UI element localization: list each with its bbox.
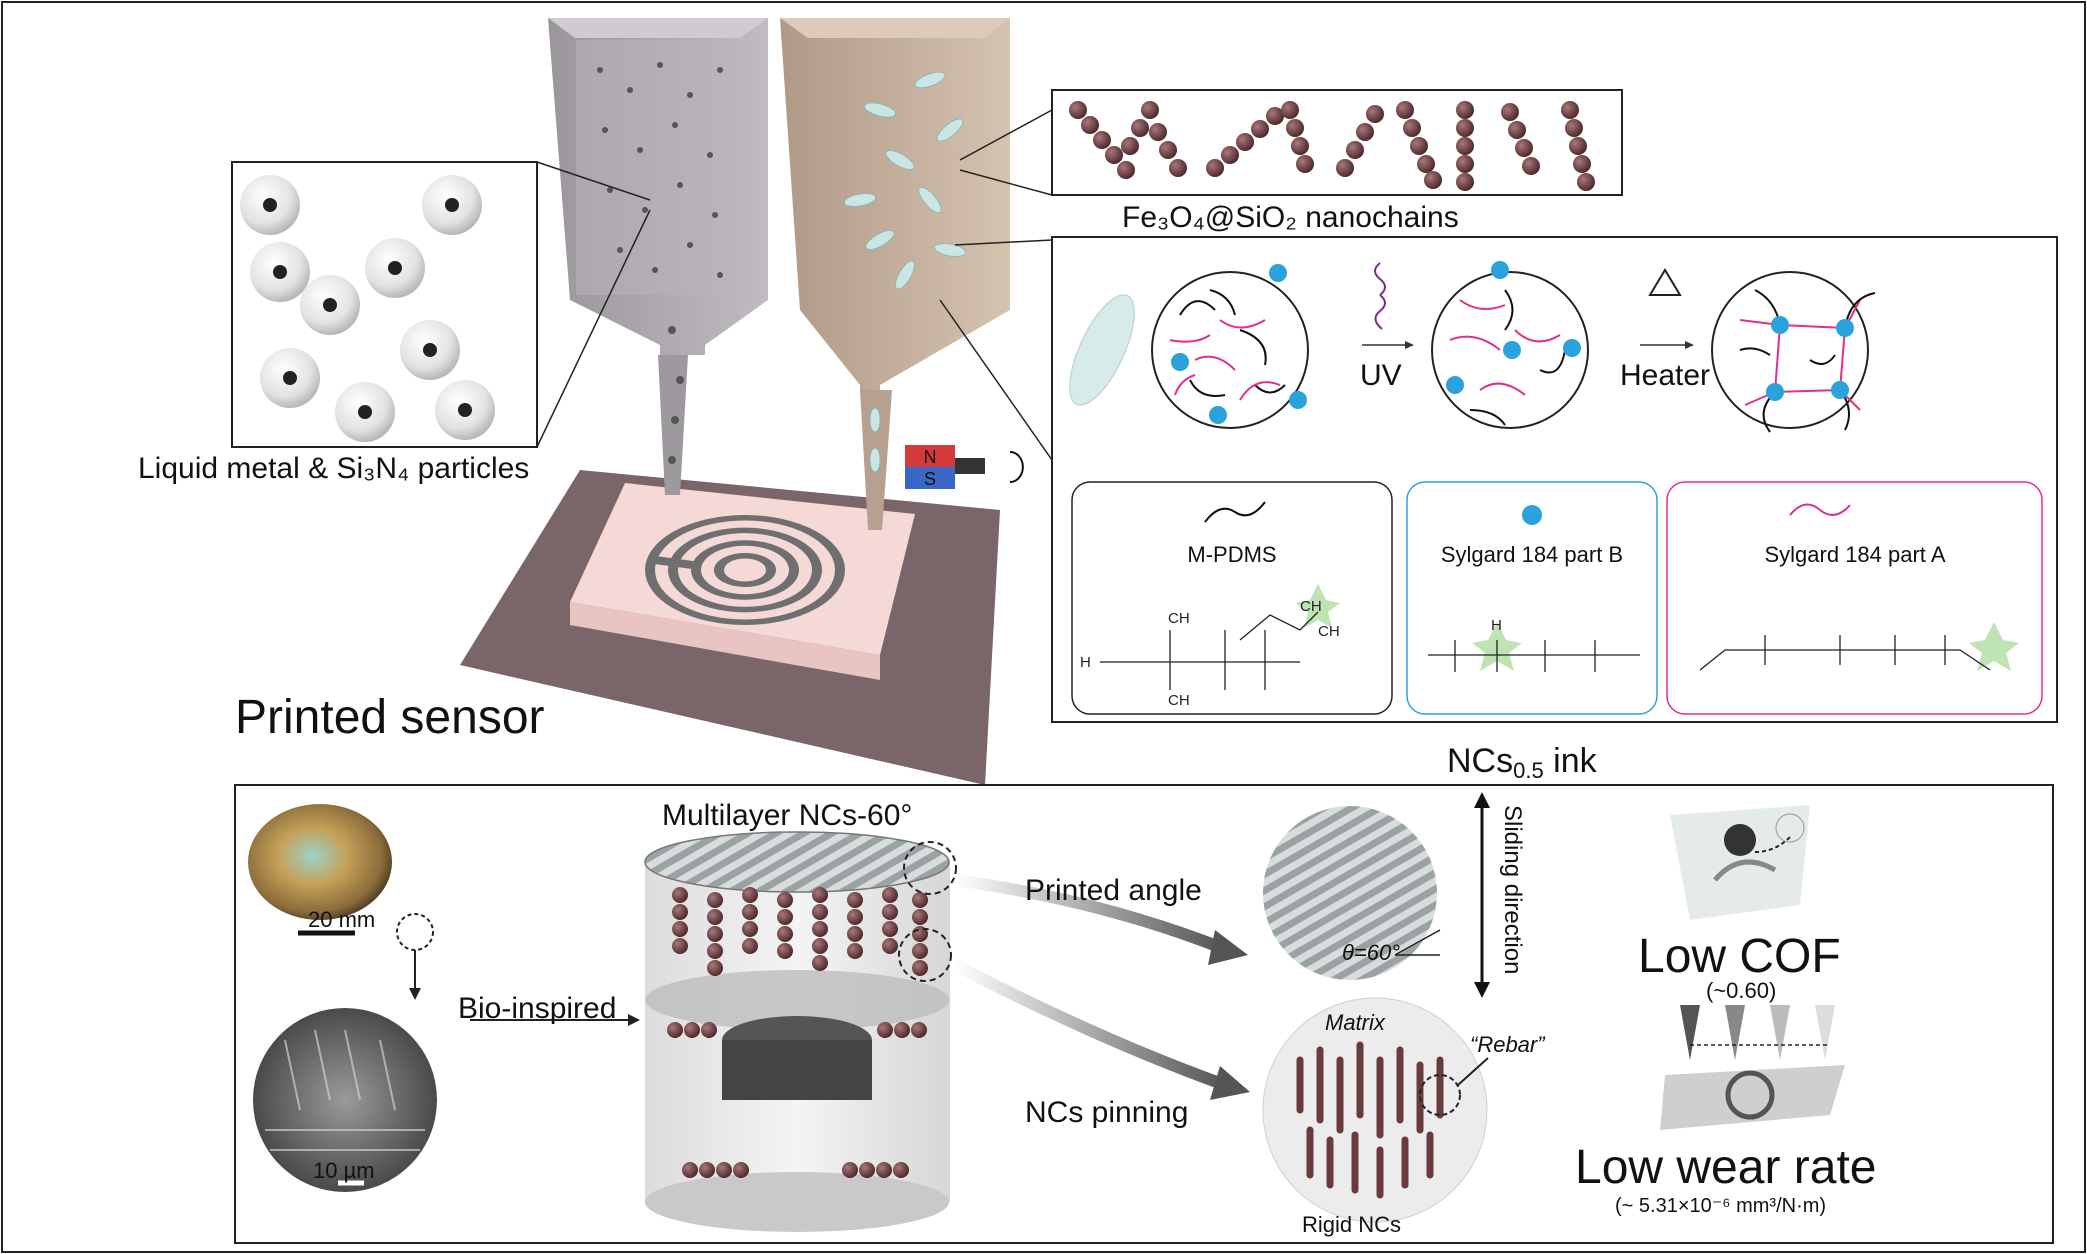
hopper-left-particles — [597, 62, 723, 464]
printed-spiral-sensor — [645, 514, 845, 626]
magnet-n-label: N — [924, 447, 937, 467]
heat-triangle-icon — [1648, 268, 1682, 296]
magnet-s-label: S — [924, 469, 936, 489]
component-label-part-b: Sylgard 184 part B — [1441, 542, 1623, 567]
multilayer-label: Multilayer NCs-60° — [662, 799, 912, 832]
mpdms-structure — [1100, 584, 1340, 690]
hopper-right-rim — [780, 18, 1010, 38]
cof-illustration — [1670, 805, 1810, 920]
inset-nanochains — [959, 89, 1623, 196]
part-b-dot-icon — [1522, 505, 1542, 525]
liquid-metal-label: Liquid metal & Si₃N₄ particles — [138, 452, 529, 485]
shell-scale-label: 20 mm — [308, 907, 375, 932]
network-circle-3 — [1711, 271, 1876, 433]
wear-value: (~ 5.31×10⁻⁶ mm³/N·m) — [1615, 1195, 1826, 1217]
component-box-part-a — [1666, 481, 2043, 715]
part-b-structure — [1428, 622, 1640, 672]
mpdms-chain-icon — [1204, 501, 1266, 523]
rebar-label: “Rebar” — [1470, 1032, 1546, 1057]
svg-text:CH: CH — [1300, 598, 1322, 615]
part-a-chain-icon — [1789, 503, 1851, 516]
printed-angle-disc — [1263, 806, 1437, 980]
component-label-mpdms: M-PDMS — [1187, 542, 1276, 567]
hopper-right — [780, 18, 1010, 392]
ink-panel: UV Heater — [939, 236, 2058, 723]
network-circle-1 — [1151, 264, 1309, 429]
printed-angle-label: Printed angle — [1025, 874, 1202, 907]
inset-liquid-metal — [231, 161, 651, 448]
low-cof-label: Low COF — [1638, 930, 1841, 983]
svg-text:CH: CH — [1168, 610, 1190, 627]
nanochains-label: Fe₃O₄@SiO₂ nanochains — [1122, 201, 1459, 234]
substrate-top — [570, 483, 915, 655]
hopper-left-rim — [548, 18, 768, 38]
heater-label: Heater — [1620, 359, 1710, 392]
cylinder-nanochains — [667, 887, 928, 1178]
liquid-metal-particle-group — [240, 175, 495, 442]
component-box-mpdms — [1071, 481, 1393, 715]
svg-text:CH: CH — [1318, 623, 1340, 640]
sem-image — [253, 1008, 437, 1192]
printed-sensor-label: Printed sensor — [235, 691, 545, 744]
uv-wave-icon — [1374, 262, 1386, 330]
svg-text:CH: CH — [1168, 692, 1190, 709]
sem-scale-label: 10 µm — [313, 1158, 375, 1183]
substrate-side — [570, 602, 880, 680]
theta-label: θ=60° — [1342, 940, 1400, 965]
hopper-right-ellipsoids — [843, 71, 967, 473]
component-label-part-a: Sylgard 184 part A — [1764, 542, 1945, 567]
nanochain-beads — [1069, 101, 1595, 191]
nozzle-left — [658, 355, 688, 495]
rebar-rods — [1296, 1041, 1444, 1199]
multilayer-cylinder — [644, 831, 957, 1232]
network-circle-2 — [1431, 261, 1589, 429]
cof-value: (~0.60) — [1706, 978, 1776, 1003]
sliding-direction-label: Sliding direction — [1499, 805, 1526, 974]
abalone-shell-image — [248, 804, 392, 920]
ncs-pinning-label: NCs pinning — [1025, 1096, 1188, 1129]
svg-text:H: H — [1491, 617, 1502, 634]
low-wear-label: Low wear rate — [1575, 1141, 1876, 1194]
matrix-label: Matrix — [1325, 1010, 1386, 1035]
uv-label: UV — [1360, 359, 1402, 392]
magnet — [905, 445, 1024, 489]
silica-ellipsoid — [1069, 294, 1135, 406]
part-a-structure — [1699, 622, 2019, 671]
bio-inspired-label: Bio-inspired — [458, 992, 616, 1025]
printer-illustration: N S — [460, 18, 1024, 785]
svg-text:H: H — [1080, 654, 1091, 671]
rigid-ncs-label: Rigid NCs — [1302, 1212, 1401, 1237]
ink-label: NCs0.5 ink — [1447, 742, 1598, 783]
bottom-panel: 20 mm 10 µm Bio-inspired — [234, 784, 2054, 1244]
wear-illustration — [1660, 1005, 1845, 1130]
